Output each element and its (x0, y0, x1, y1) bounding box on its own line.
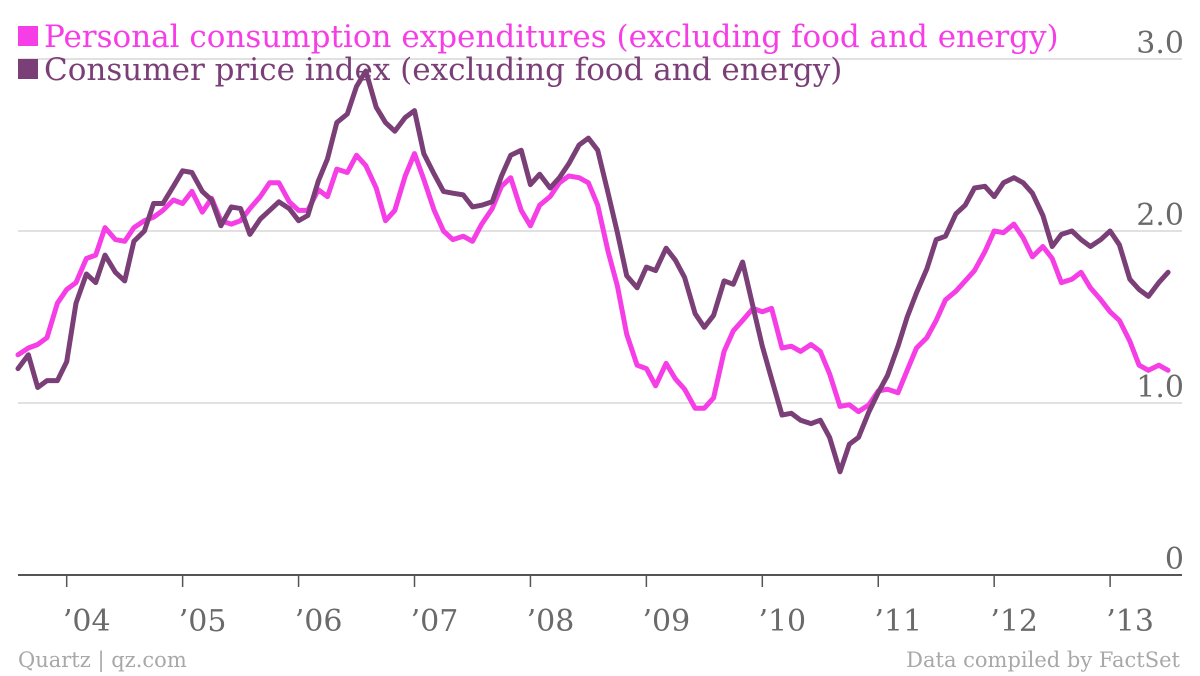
y-axis-ticks: 0 1.0 2.0 3.0 (1136, 26, 1184, 577)
legend-swatch-cpi (18, 59, 38, 79)
data-credit: Data compiled by FactSet (906, 648, 1180, 672)
x-tick-label: ’11 (874, 604, 922, 639)
x-tick-label: ’09 (643, 604, 691, 639)
x-tick-label: ’13 (1106, 604, 1154, 639)
x-tick-label: ’05 (179, 604, 227, 639)
x-tick-label: ’08 (527, 604, 575, 639)
legend-entry-pce: Personal consumption expenditures (exclu… (18, 22, 1059, 53)
x-tick-label: ’04 (63, 604, 111, 639)
x-tick-label: ’06 (295, 604, 343, 639)
y-tick-label: 2.0 (1136, 198, 1184, 233)
legend-label-pce: Personal consumption expenditures (exclu… (44, 19, 1059, 55)
y-tick-label: 1.0 (1136, 370, 1184, 405)
y-tick-label: 3.0 (1136, 26, 1184, 61)
x-axis: ’04 ’05 ’06 ’07 ’08 ’09 ’10 ’11 ’12 ’13 (18, 574, 1182, 639)
gridlines (18, 58, 1182, 404)
x-tick-label: ’10 (758, 604, 806, 639)
series-line-cpi (15, 68, 1171, 475)
legend-entry-cpi: Consumer price index (excluding food and… (18, 55, 842, 86)
x-tick-label: ’12 (990, 604, 1038, 639)
series-lines (15, 68, 1171, 475)
x-tick-label: ’07 (411, 604, 459, 639)
legend-swatch-pce (18, 26, 38, 46)
y-tick-label: 0 (1165, 542, 1184, 577)
legend-label-cpi: Consumer price index (excluding food and… (44, 52, 843, 88)
source-credit: Quartz | qz.com (18, 648, 187, 672)
